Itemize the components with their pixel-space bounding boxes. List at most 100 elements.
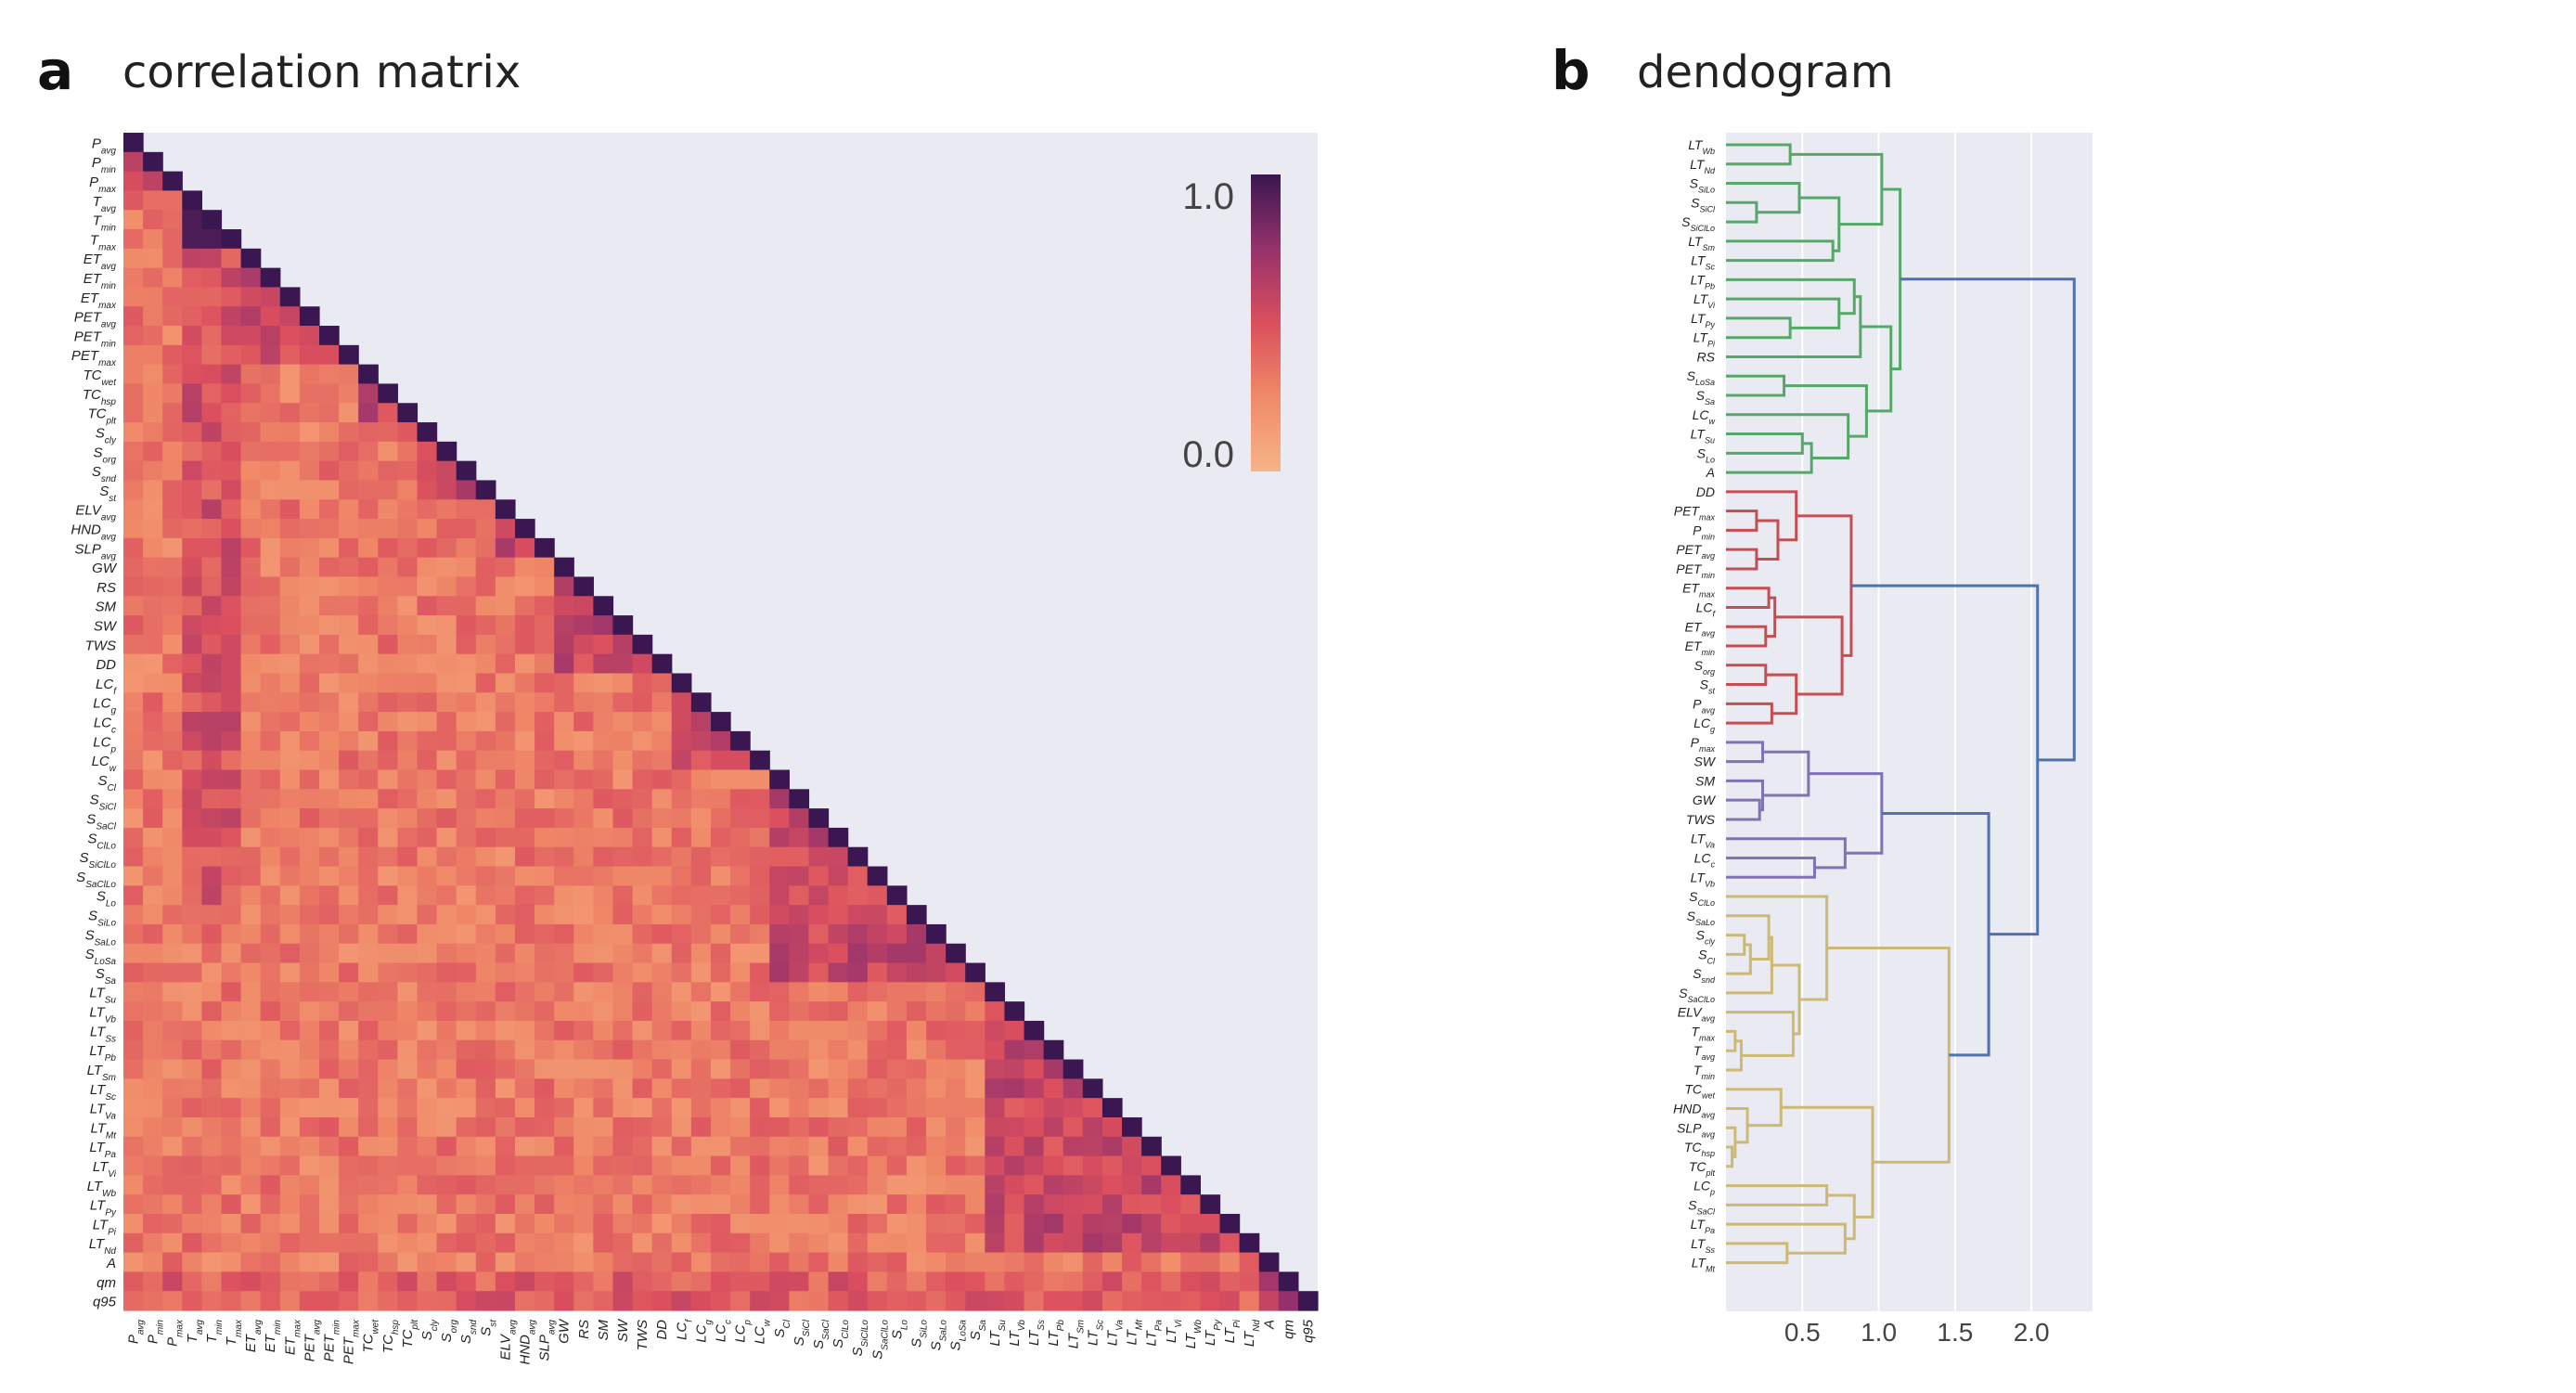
heatmap-cell bbox=[495, 1059, 516, 1079]
heatmap-cell bbox=[123, 1039, 144, 1061]
heatmap-cell bbox=[1024, 1039, 1045, 1061]
heatmap-cell bbox=[240, 1194, 262, 1215]
heatmap-cell bbox=[318, 885, 340, 906]
heatmap-cell bbox=[808, 1020, 830, 1041]
heatmap-y-label: Sorg bbox=[94, 445, 117, 465]
heatmap-cell bbox=[221, 1252, 242, 1272]
heatmap-cell bbox=[593, 634, 614, 655]
heatmap-cell bbox=[397, 923, 419, 945]
heatmap-cell bbox=[475, 1252, 496, 1272]
heatmap-cell bbox=[514, 943, 535, 964]
heatmap-cell bbox=[769, 943, 790, 964]
heatmap-cell bbox=[221, 1232, 242, 1254]
heatmap-cell bbox=[554, 557, 574, 578]
heatmap-cell bbox=[221, 982, 242, 1002]
heatmap-cell bbox=[495, 1116, 516, 1138]
heatmap-cell bbox=[651, 943, 673, 964]
heatmap-cell bbox=[886, 1194, 908, 1215]
heatmap-cell bbox=[1082, 1213, 1103, 1234]
heatmap-cell bbox=[554, 1194, 574, 1215]
heatmap-cell bbox=[475, 1271, 496, 1292]
heatmap-cell bbox=[632, 673, 653, 693]
heatmap-cell bbox=[279, 441, 301, 462]
heatmap-cell bbox=[240, 480, 262, 500]
heatmap-cell bbox=[535, 943, 555, 964]
heatmap-cell bbox=[221, 1001, 242, 1022]
heatmap-cell bbox=[339, 827, 359, 848]
heatmap-cell bbox=[965, 1252, 985, 1272]
heatmap-cell bbox=[201, 1059, 223, 1079]
heatmap-cell bbox=[339, 962, 359, 983]
heatmap-cell bbox=[475, 499, 496, 520]
heatmap-cell bbox=[221, 615, 242, 636]
dendrogram-x-tick: 2.0 bbox=[2014, 1318, 2050, 1347]
heatmap-cell bbox=[593, 1116, 614, 1138]
heatmap-cell bbox=[554, 943, 574, 964]
heatmap-cell bbox=[201, 1194, 223, 1215]
heatmap-cell bbox=[318, 866, 340, 886]
heatmap-cell bbox=[730, 769, 751, 790]
heatmap-cell bbox=[1043, 1059, 1064, 1079]
heatmap-cell bbox=[240, 808, 262, 829]
heatmap-cell bbox=[279, 596, 301, 616]
heatmap-cell bbox=[299, 480, 320, 500]
heatmap-cell bbox=[143, 769, 163, 790]
heatmap-cell bbox=[593, 982, 614, 1002]
dendrogram-x-tick: 1.5 bbox=[1937, 1318, 1973, 1347]
heatmap-cell bbox=[475, 1059, 496, 1079]
heatmap-cell bbox=[339, 441, 359, 462]
colorbar: 1.0 0.0 bbox=[1182, 174, 1281, 475]
heatmap-cell bbox=[808, 1059, 830, 1079]
heatmap-cell bbox=[1004, 1271, 1025, 1292]
heatmap-cell bbox=[1278, 1291, 1299, 1311]
heatmap-cell bbox=[201, 441, 223, 462]
heatmap-cell bbox=[260, 1252, 281, 1272]
heatmap-cell bbox=[318, 1271, 340, 1292]
heatmap-cell bbox=[632, 1136, 653, 1157]
heatmap-cell bbox=[436, 519, 457, 539]
heatmap-cell bbox=[260, 982, 281, 1002]
heatmap-cell bbox=[221, 557, 242, 578]
heatmap-x-label: LCf bbox=[674, 1319, 694, 1340]
heatmap-cell bbox=[985, 1136, 1006, 1157]
heatmap-cell bbox=[593, 808, 614, 829]
heatmap-cell bbox=[1297, 1291, 1319, 1311]
heatmap-cell bbox=[143, 480, 163, 500]
heatmap-cell bbox=[240, 634, 262, 655]
heatmap-cell bbox=[789, 943, 810, 964]
heatmap-cell bbox=[1239, 1291, 1260, 1311]
heatmap-cell bbox=[358, 422, 379, 443]
heatmap-cell bbox=[162, 267, 183, 289]
heatmap-cell bbox=[1180, 1175, 1202, 1195]
heatmap-cell bbox=[240, 326, 262, 346]
heatmap-cell bbox=[182, 1252, 202, 1272]
heatmap-cell bbox=[123, 1116, 144, 1138]
dendrogram-leaf-label: SSiClLo bbox=[1681, 214, 1715, 233]
heatmap-cell bbox=[456, 962, 477, 983]
heatmap-cell bbox=[318, 326, 340, 346]
heatmap-cell bbox=[299, 962, 320, 983]
heatmap-cell bbox=[182, 615, 202, 636]
heatmap-cell bbox=[358, 1136, 379, 1157]
heatmap-cell bbox=[710, 1155, 731, 1176]
dendrogram-x-tick-labels: 0.5 1.0 1.5 2.0 bbox=[1784, 1318, 2050, 1347]
heatmap-cell bbox=[730, 1039, 751, 1061]
heatmap-cell bbox=[593, 1059, 614, 1079]
heatmap-cell bbox=[1063, 1059, 1084, 1079]
heatmap-y-label: Ssnd bbox=[92, 464, 117, 484]
heatmap-cell bbox=[182, 808, 202, 829]
heatmap-cell bbox=[475, 692, 496, 713]
heatmap-cell bbox=[339, 1175, 359, 1195]
heatmap-cell bbox=[221, 460, 242, 482]
heatmap-cell bbox=[260, 499, 281, 520]
heatmap-cell bbox=[554, 1020, 574, 1041]
heatmap-cell bbox=[417, 692, 438, 713]
heatmap-cell bbox=[730, 1291, 751, 1311]
heatmap-cell bbox=[279, 344, 301, 366]
heatmap-cell bbox=[886, 1020, 908, 1041]
heatmap-cell bbox=[985, 1078, 1006, 1099]
heatmap-cell bbox=[573, 962, 594, 983]
heatmap-cell bbox=[554, 1001, 574, 1022]
dendrogram-leaf-label: SSaClLo bbox=[1679, 986, 1715, 1004]
heatmap-cell bbox=[260, 480, 281, 500]
